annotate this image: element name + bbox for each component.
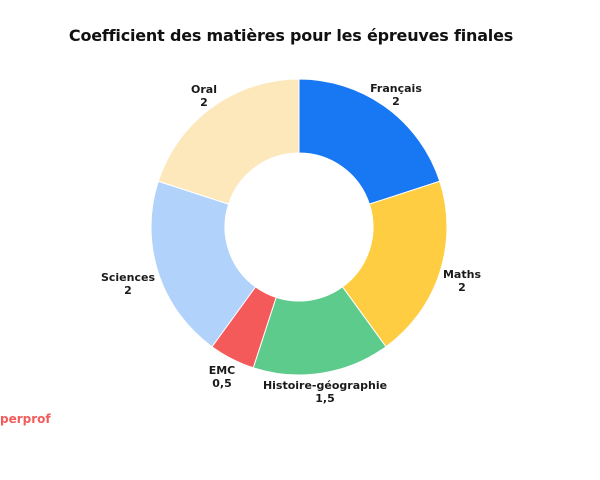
slice-value-label: 2 — [392, 95, 400, 108]
slice-category-label: Histoire-géographie — [263, 379, 387, 392]
watermark-logo-text: perprof — [0, 412, 51, 426]
slice-category-label: Sciences — [101, 271, 155, 284]
slice-category-label: Oral — [191, 83, 217, 96]
slice-category-label: Maths — [443, 268, 481, 281]
slice-value-label: 2 — [200, 96, 208, 109]
slice-value-label: 2 — [124, 284, 132, 297]
chart-title: Coefficient des matières pour les épreuv… — [68, 26, 514, 45]
slice-value-label: 2 — [458, 281, 466, 294]
slice-oral — [157, 78, 300, 205]
slice-category-label: Français — [370, 82, 422, 95]
slice-category-label: EMC — [209, 364, 236, 377]
labels-group: Français2Maths2Histoire-géographie1,5EMC… — [101, 82, 481, 405]
slice-sciences — [150, 180, 257, 348]
slice-value-label: 0,5 — [212, 377, 232, 390]
slice-fran-ais — [298, 78, 441, 205]
slice-value-label: 1,5 — [315, 392, 335, 405]
slices-group — [150, 78, 448, 376]
slice-maths — [341, 180, 448, 348]
